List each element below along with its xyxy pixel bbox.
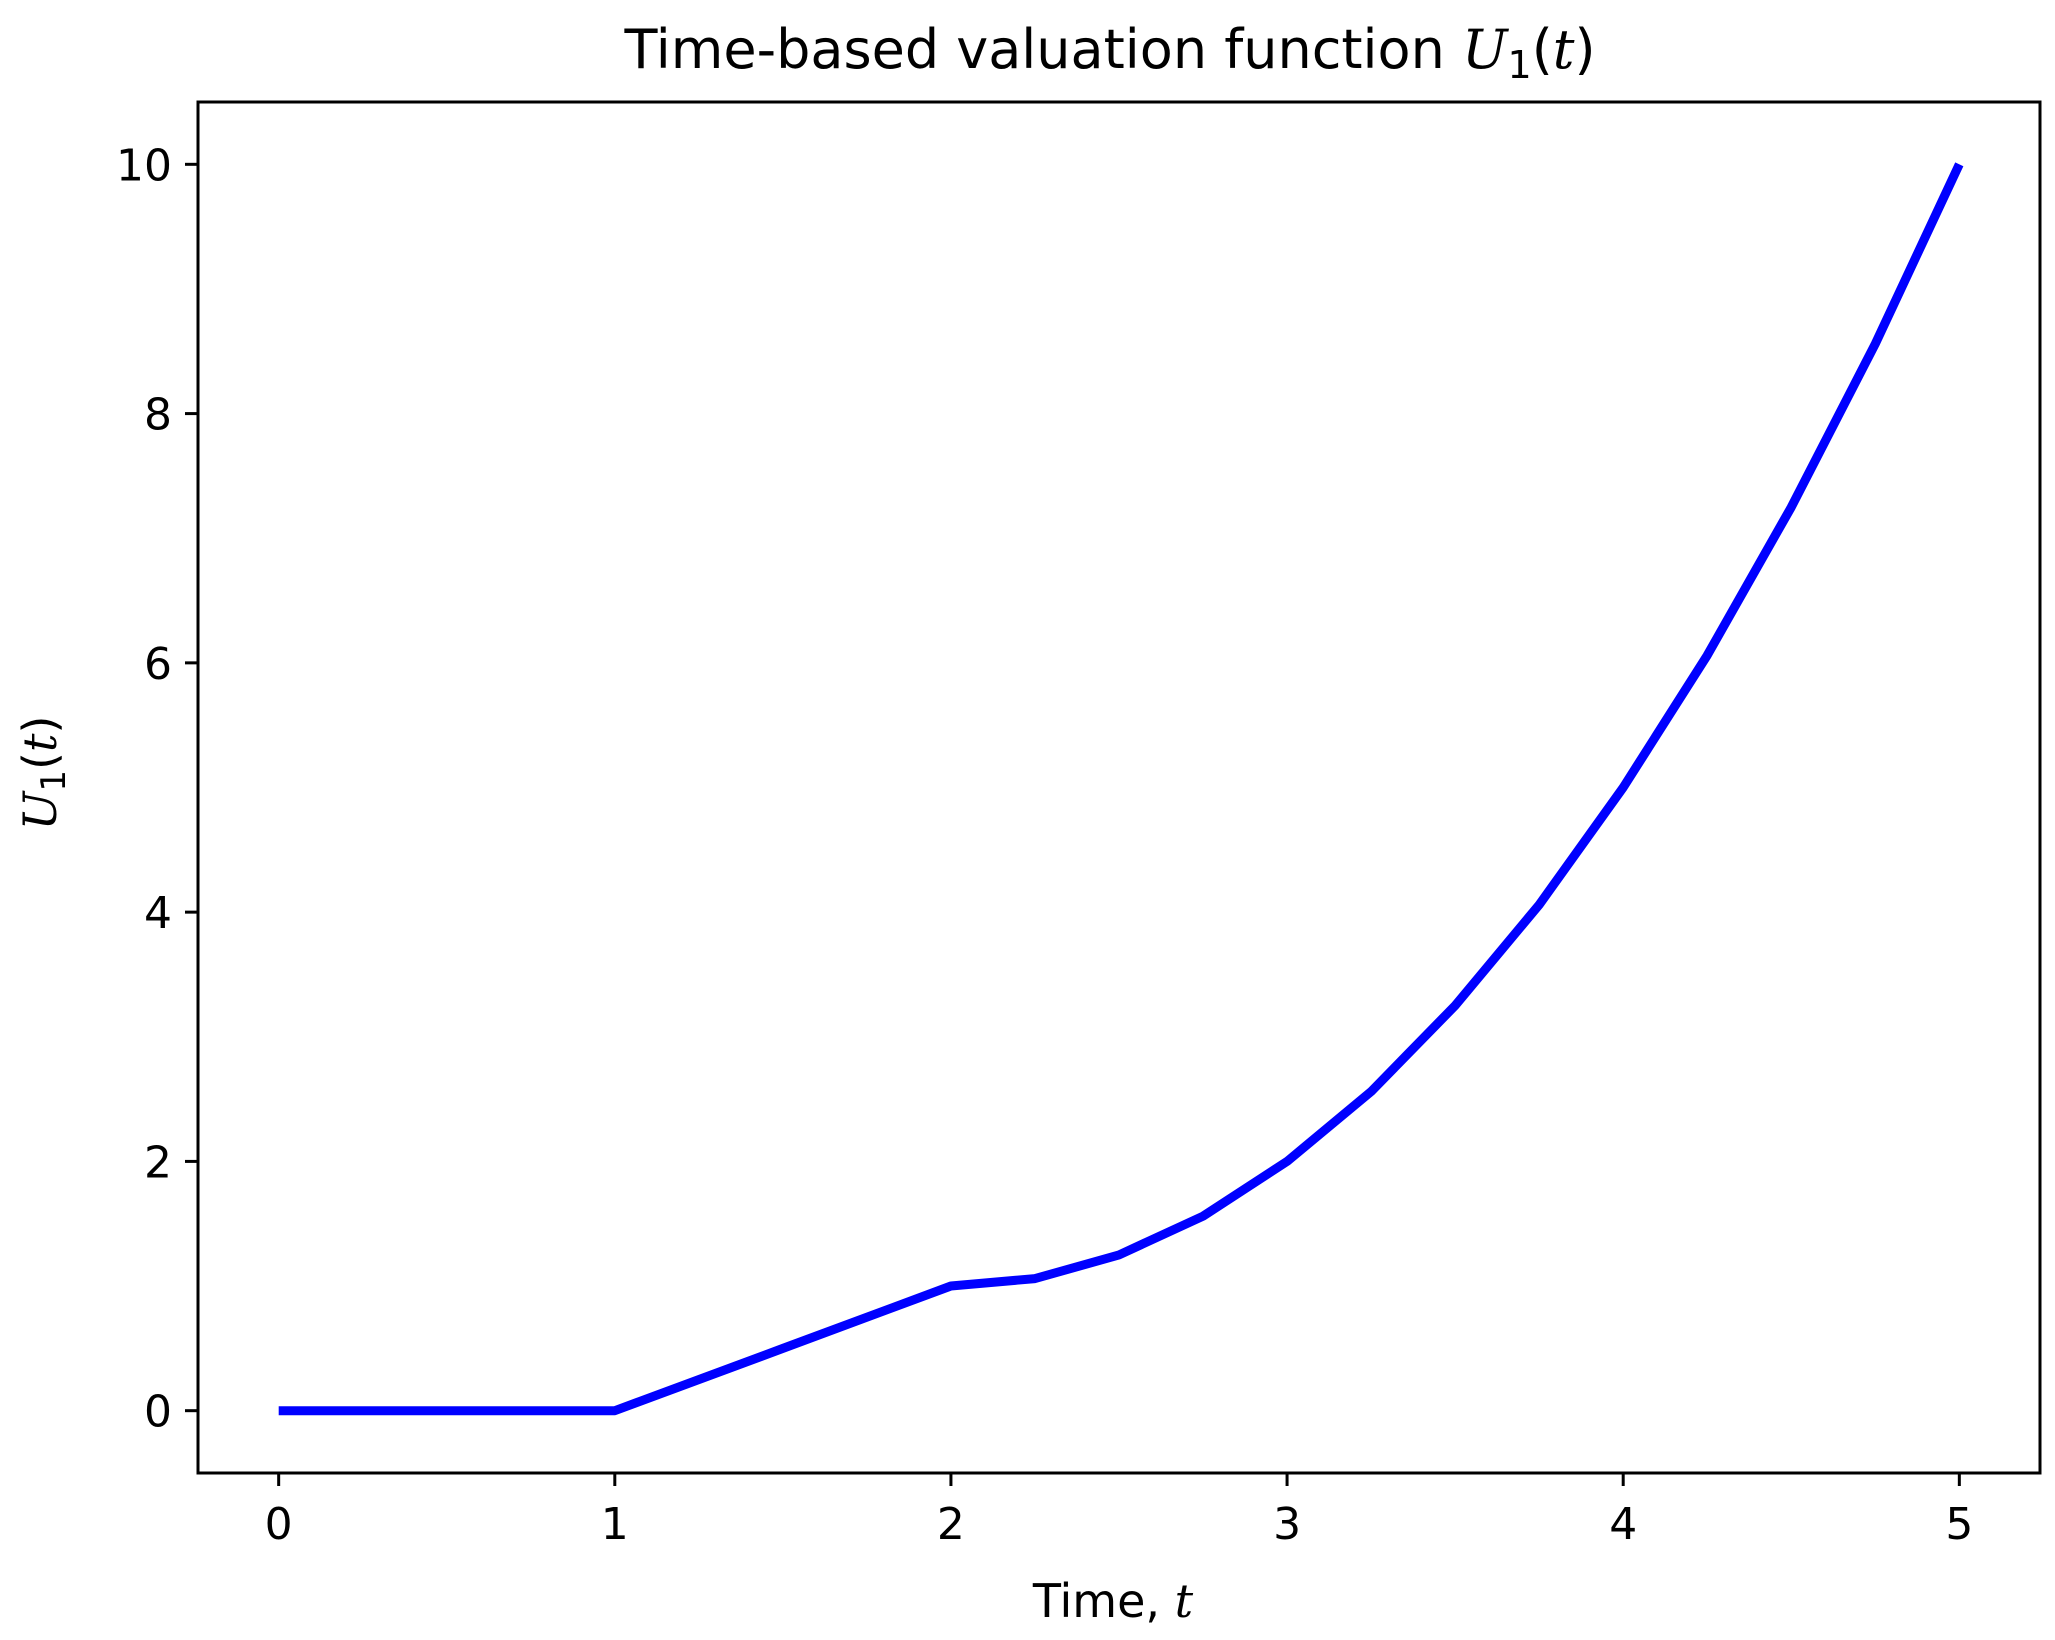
y-tick-label: 10 [116,140,172,191]
y-tick-label: 4 [144,888,172,939]
ticks-layer: 0 1 2 3 4 5 0 2 4 6 8 10 [116,140,1973,1550]
y-tick-label: 6 [144,639,172,690]
y-axis-label-sub: 1 [34,770,74,792]
chart-title-var: U [1462,18,1509,81]
x-axis-label: Time, t [1032,1574,1194,1628]
chart-title-sub: 1 [1508,43,1532,87]
x-axis-label-prefix: Time, [1032,1574,1175,1628]
plot-area-frame [196,100,2042,1475]
x-tick-label: 1 [601,1499,629,1550]
y-axis-label: U1(t) [13,716,74,831]
data-layer [278,162,1964,1416]
y-axis-label-var: U [13,789,67,830]
x-tick-label: 4 [1609,1499,1637,1550]
chart-title: Time-based valuation function U1(t) [623,18,1595,87]
chart-title-arg: t [1553,18,1575,81]
x-tick-label: 2 [937,1499,965,1550]
y-axis-label-open: ( [13,752,67,770]
x-tick-label: 0 [265,1499,293,1550]
y-axis-label-arg: t [13,733,67,752]
y-tick-label: 2 [144,1137,172,1188]
y-tick-label: 0 [144,1387,172,1438]
y-axis-label-close: ) [13,716,67,734]
chart-title-prefix: Time-based valuation function [623,18,1462,81]
x-axis-label-var: t [1175,1574,1194,1628]
chart-title-open: ( [1532,18,1553,81]
x-tick-label: 5 [1945,1499,1973,1550]
x-tick-label: 3 [1273,1499,1301,1550]
series-line [278,162,1964,1416]
chart-title-close: ) [1574,18,1595,81]
y-tick-label: 8 [144,390,172,441]
